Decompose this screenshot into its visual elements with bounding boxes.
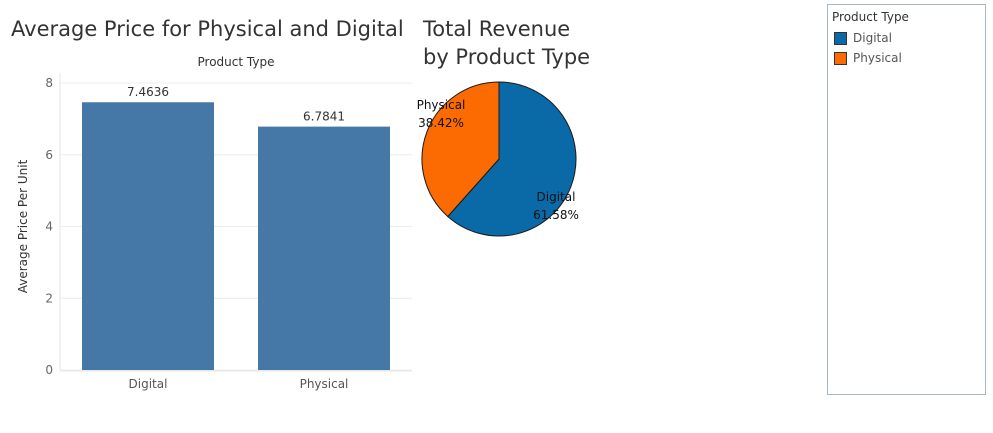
- pie-chart-title: Total Revenue by Product Type: [423, 15, 590, 71]
- pie-slice-physical: [421, 81, 500, 218]
- legend-label-digital: Digital: [853, 31, 892, 45]
- legend-swatch-physical: [834, 51, 847, 65]
- legend-label-physical: Physical: [853, 51, 902, 65]
- x-tick-label: Digital: [129, 377, 168, 391]
- y-tick-label: 2: [45, 291, 53, 305]
- bar-physical: [258, 126, 390, 370]
- pie-slice-digital: [447, 81, 577, 237]
- legend-item-digital[interactable]: Digital: [834, 30, 892, 46]
- pie-chart: Digital 61.58% Physical 38.42%: [417, 81, 579, 237]
- legend-item-physical[interactable]: Physical: [834, 50, 902, 66]
- bar-header-label: Product Type: [198, 55, 275, 69]
- legend-swatch-digital: [834, 31, 847, 45]
- y-tick-label: 0: [45, 363, 53, 377]
- y-tick-label: 4: [45, 220, 53, 234]
- bar-digital: [82, 102, 214, 370]
- pie-title-line-2: by Product Type: [423, 45, 591, 69]
- y-tick-label: 8: [45, 76, 53, 90]
- legend-title: Product Type: [832, 10, 909, 24]
- pie-label-digital: Digital: [537, 190, 576, 204]
- pie-pct-digital: 61.58%: [533, 208, 579, 222]
- bar-chart-title: Average Price for Physical and Digital: [11, 17, 404, 41]
- pie-label-physical: Physical: [417, 98, 466, 112]
- y-tick-label: 6: [45, 148, 53, 162]
- bar-value-label: 7.4636: [127, 85, 169, 99]
- x-tick-label: Physical: [300, 377, 349, 391]
- y-axis-title: Average Price Per Unit: [16, 159, 30, 293]
- legend-panel: Product Type Digital Physical: [827, 4, 986, 395]
- pie-title-line-1: Total Revenue: [423, 17, 571, 41]
- pie-pct-physical: 38.42%: [418, 116, 464, 130]
- bar-value-label: 6.7841: [303, 110, 345, 124]
- bar-chart: Product Type 0 2 4 6 8 Average Price Per Unit 7…: [16, 55, 412, 391]
